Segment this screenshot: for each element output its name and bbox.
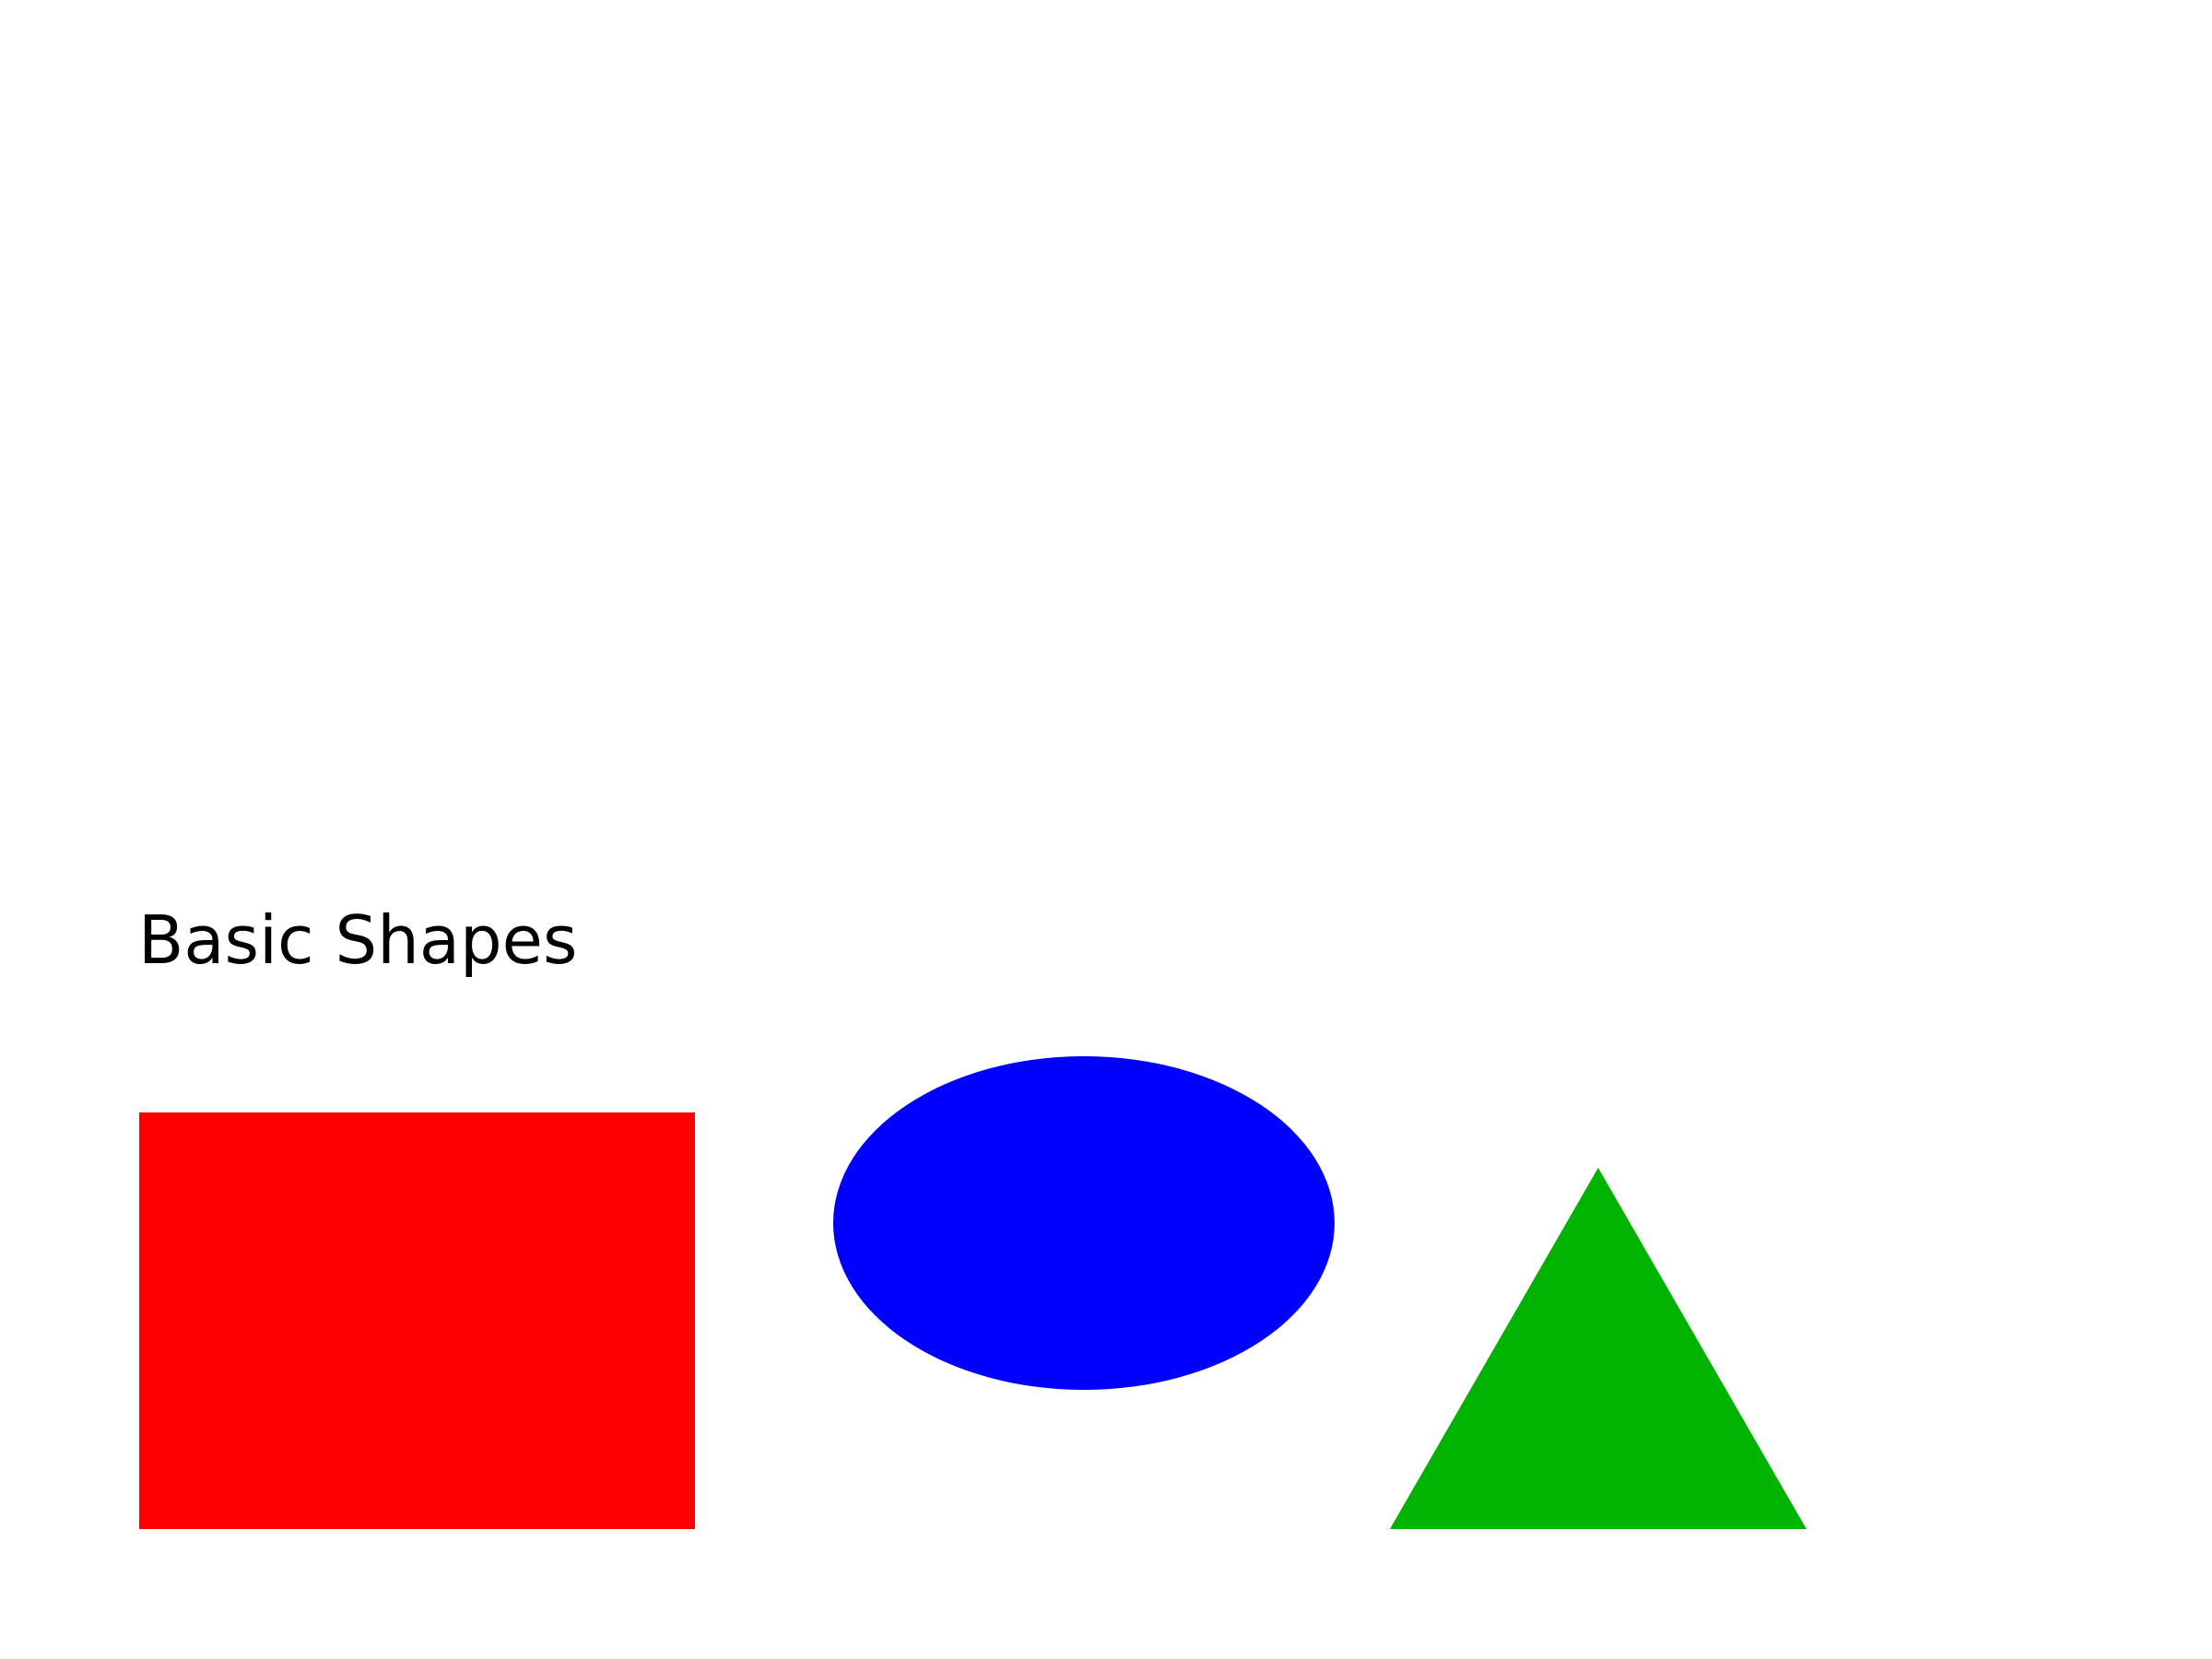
page-title: Basic Shapes <box>138 901 578 979</box>
red-rectangle <box>139 1112 695 1529</box>
blue-ellipse <box>833 1056 1335 1390</box>
green-triangle <box>1390 1168 1806 1529</box>
